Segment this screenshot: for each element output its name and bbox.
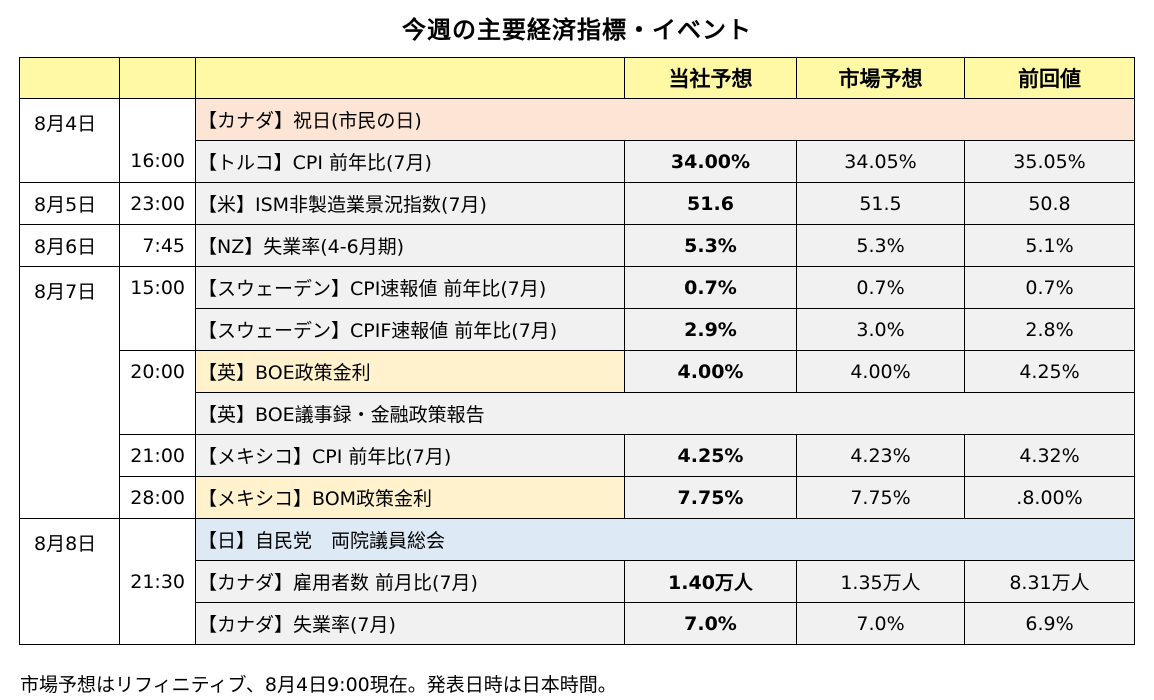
company-forecast-cell: 2.9% bbox=[624, 308, 797, 351]
company-forecast-cell: 7.0% bbox=[624, 602, 797, 645]
time-cell: 7:45 bbox=[119, 224, 196, 267]
table-row: 【英】BOE議事録・金融政策報告 bbox=[20, 392, 1135, 435]
table-row: 8月6日 7:45 【NZ】失業率(4-6月期) 5.3% 5.3% 5.1% bbox=[19, 224, 1135, 267]
table-row: 16:00 【トルコ】CPI 前年比(7月) 34.00% 34.05% 35.… bbox=[20, 140, 1135, 183]
date-cell: 8月8日 bbox=[19, 518, 120, 645]
event-cell: 【カナダ】失業率(7月) bbox=[195, 602, 625, 645]
time-cell bbox=[119, 518, 196, 561]
event-cell: 【トルコ】CPI 前年比(7月) bbox=[195, 140, 625, 183]
date-cell: 8月5日 bbox=[19, 182, 120, 225]
time-cell bbox=[119, 602, 196, 645]
previous-value-cell: .8.00% bbox=[964, 476, 1135, 519]
event-cell: 【スウェーデン】CPI速報値 前年比(7月) bbox=[195, 266, 625, 309]
date-cell: 8月7日 bbox=[19, 266, 120, 519]
time-cell bbox=[119, 308, 196, 351]
event-cell: 【英】BOE議事録・金融政策報告 bbox=[195, 392, 1135, 435]
company-forecast-cell: 5.3% bbox=[624, 224, 797, 267]
previous-value-cell: 4.32% bbox=[964, 434, 1135, 477]
table-row: 8月8日 【日】自民党 両院議員総会 bbox=[19, 518, 1135, 645]
header-forecast-market: 市場予想 bbox=[796, 57, 965, 99]
event-cell: 【英】BOE政策金利 bbox=[195, 350, 625, 393]
previous-value-cell: 0.7% bbox=[964, 266, 1135, 309]
time-cell: 28:00 bbox=[119, 476, 196, 519]
event-cell: 【メキシコ】CPI 前年比(7月) bbox=[195, 434, 625, 477]
market-forecast-cell: 34.05% bbox=[796, 140, 965, 183]
table-row: 【スウェーデン】CPIF速報値 前年比(7月) 2.9% 3.0% 2.8% bbox=[20, 308, 1135, 351]
table-header-row: 当社予想 市場予想 前回値 bbox=[19, 57, 1135, 99]
event-cell: 【米】ISM非製造業景況指数(7月) bbox=[195, 182, 625, 225]
date-cell: 8月6日 bbox=[19, 224, 120, 267]
table-row: 8月5日 23:00 【米】ISM非製造業景況指数(7月) 51.6 51.5 … bbox=[19, 182, 1135, 225]
event-cell: 【カナダ】雇用者数 前月比(7月) bbox=[195, 560, 625, 603]
company-forecast-cell: 51.6 bbox=[624, 182, 797, 225]
previous-value-cell: 50.8 bbox=[964, 182, 1135, 225]
company-forecast-cell: 7.75% bbox=[624, 476, 797, 519]
footnote: 市場予想はリフィニティブ、8月4日9:00現在。発表日時は日本時間。 bbox=[20, 674, 617, 696]
table-row: 8月4日 【カナダ】祝日(市民の日) bbox=[19, 98, 1135, 183]
company-forecast-cell: 4.00% bbox=[624, 350, 797, 393]
time-cell: 16:00 bbox=[119, 140, 196, 183]
market-forecast-cell: 4.00% bbox=[796, 350, 965, 393]
time-cell: 21:00 bbox=[119, 434, 196, 477]
event-cell: 【NZ】失業率(4-6月期) bbox=[195, 224, 625, 267]
time-cell bbox=[119, 392, 196, 435]
market-forecast-cell: 3.0% bbox=[796, 308, 965, 351]
company-forecast-cell: 0.7% bbox=[624, 266, 797, 309]
header-time bbox=[119, 57, 196, 99]
event-cell: 【カナダ】祝日(市民の日) bbox=[195, 98, 1135, 141]
previous-value-cell: 8.31万人 bbox=[964, 560, 1135, 603]
header-previous: 前回値 bbox=[964, 57, 1135, 99]
time-cell: 21:30 bbox=[119, 560, 196, 603]
company-forecast-cell: 4.25% bbox=[624, 434, 797, 477]
previous-value-cell: 5.1% bbox=[964, 224, 1135, 267]
previous-value-cell: 35.05% bbox=[964, 140, 1135, 183]
previous-value-cell: 4.25% bbox=[964, 350, 1135, 393]
time-cell: 23:00 bbox=[119, 182, 196, 225]
table-row: 21:00 【メキシコ】CPI 前年比(7月) 4.25% 4.23% 4.32… bbox=[20, 434, 1135, 477]
market-forecast-cell: 51.5 bbox=[796, 182, 965, 225]
time-cell: 15:00 bbox=[119, 266, 196, 309]
event-cell: 【日】自民党 両院議員総会 bbox=[195, 518, 1135, 561]
table-row: 28:00 【メキシコ】BOM政策金利 7.75% 7.75% .8.00% bbox=[20, 476, 1135, 519]
previous-value-cell: 6.9% bbox=[964, 602, 1135, 645]
economic-calendar-table: 当社予想 市場予想 前回値 8月4日 【カナダ】祝日(市民の日) 16:00 【… bbox=[19, 57, 1135, 645]
event-cell: 【スウェーデン】CPIF速報値 前年比(7月) bbox=[195, 308, 625, 351]
market-forecast-cell: 7.0% bbox=[796, 602, 965, 645]
header-event bbox=[195, 57, 625, 99]
date-cell: 8月4日 bbox=[19, 98, 120, 183]
company-forecast-cell: 34.00% bbox=[624, 140, 797, 183]
time-cell: 20:00 bbox=[119, 350, 196, 393]
time-cell bbox=[119, 98, 196, 141]
previous-value-cell: 2.8% bbox=[964, 308, 1135, 351]
table-row: 【カナダ】失業率(7月) 7.0% 7.0% 6.9% bbox=[20, 602, 1135, 645]
market-forecast-cell: 4.23% bbox=[796, 434, 965, 477]
market-forecast-cell: 5.3% bbox=[796, 224, 965, 267]
event-cell: 【メキシコ】BOM政策金利 bbox=[195, 476, 625, 519]
header-date bbox=[19, 57, 120, 99]
header-forecast-company: 当社予想 bbox=[624, 57, 797, 99]
market-forecast-cell: 1.35万人 bbox=[796, 560, 965, 603]
table-row: 8月7日 15:00 【スウェーデン】CPI速報値 前年比(7月) 0.7% 0… bbox=[19, 266, 1135, 519]
company-forecast-cell: 1.40万人 bbox=[624, 560, 797, 603]
page-title: 今週の主要経済指標・イベント bbox=[402, 16, 752, 44]
table-row: 20:00 【英】BOE政策金利 4.00% 4.00% 4.25% bbox=[20, 350, 1135, 393]
market-forecast-cell: 7.75% bbox=[796, 476, 965, 519]
market-forecast-cell: 0.7% bbox=[796, 266, 965, 309]
table-row: 21:30 【カナダ】雇用者数 前月比(7月) 1.40万人 1.35万人 8.… bbox=[20, 560, 1135, 603]
